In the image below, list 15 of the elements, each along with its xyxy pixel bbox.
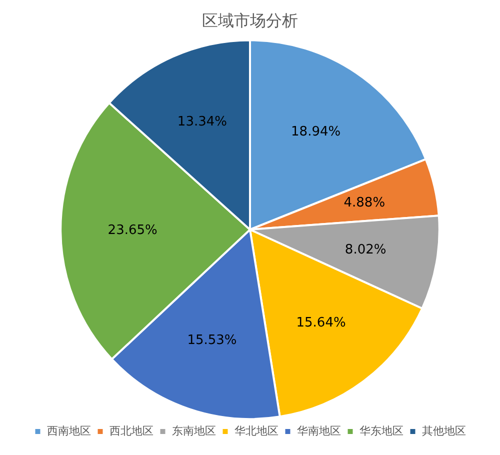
legend-label: 东南地区 (172, 424, 216, 438)
data-label: 15.53% (187, 333, 237, 348)
legend-label: 华北地区 (234, 424, 278, 438)
legend-label: 华南地区 (296, 424, 341, 438)
data-label: 18.94% (291, 124, 341, 140)
data-label: 8.02% (344, 242, 386, 258)
legend-label: 其他地区 (422, 424, 466, 438)
chart-title: 区域市场分析 (202, 10, 298, 30)
data-label: 15.64% (296, 315, 346, 330)
legend-label: 西北地区 (109, 424, 154, 438)
legend-label: 华东地区 (359, 424, 404, 438)
data-label: 23.65% (108, 223, 158, 238)
data-label: 4.88% (344, 195, 386, 210)
legend-label: 西南地区 (46, 424, 91, 438)
data-label: 13.34% (177, 114, 228, 130)
